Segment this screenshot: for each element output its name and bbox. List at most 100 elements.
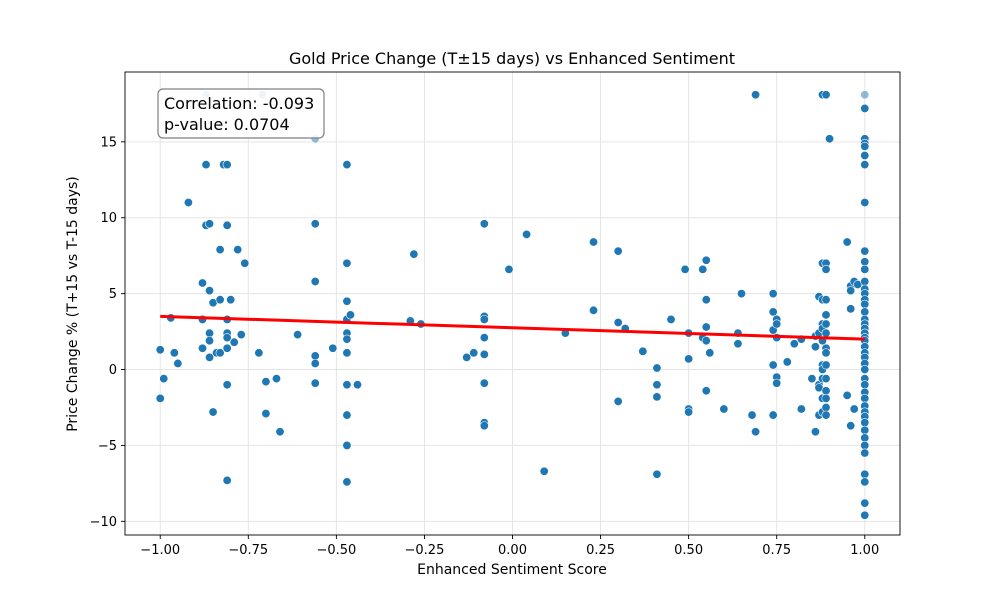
y-axis-ticks: −10 −5 0 5 10 15 (90, 135, 125, 530)
data-point (860, 160, 870, 170)
y-tick-label: 5 (109, 287, 117, 302)
data-point (810, 427, 820, 437)
data-point (701, 386, 711, 396)
x-tick-label: 1.00 (850, 543, 879, 558)
data-point (469, 348, 479, 358)
data-point (613, 246, 623, 256)
data-point (860, 257, 870, 267)
x-axis-ticks: −1.00 −0.75 −0.50 −0.25 0.00 0.25 0.50 0.75 1.00 (140, 535, 879, 558)
data-point (229, 337, 239, 347)
data-point (222, 343, 232, 353)
data-point (222, 333, 232, 343)
data-point (860, 264, 870, 274)
data-point (205, 286, 215, 296)
data-point (860, 198, 870, 208)
data-point (705, 348, 715, 358)
data-point (821, 90, 831, 100)
data-point (772, 319, 782, 329)
data-point (860, 246, 870, 256)
data-point (782, 357, 792, 367)
data-point (652, 392, 662, 402)
data-point (821, 310, 831, 320)
data-point (479, 421, 489, 431)
data-point (275, 427, 285, 437)
data-point (352, 380, 362, 390)
data-point (342, 440, 352, 450)
scatter-points (155, 90, 870, 520)
data-point (201, 160, 211, 170)
data-point (860, 299, 870, 309)
data-point (254, 348, 264, 358)
data-point (821, 393, 831, 403)
data-point (479, 349, 489, 359)
data-point (701, 322, 711, 332)
data-point (860, 150, 870, 160)
regression-line-group (160, 314, 865, 341)
data-point (821, 374, 831, 384)
data-point (860, 141, 870, 151)
data-point (821, 264, 831, 274)
data-point (751, 90, 761, 100)
data-point (796, 404, 806, 414)
data-point (504, 264, 514, 274)
data-point (222, 380, 232, 390)
data-point (701, 255, 711, 265)
y-tick-label: −5 (98, 439, 117, 454)
data-point (860, 425, 870, 435)
x-tick-label: 0.25 (586, 543, 615, 558)
data-point (589, 237, 599, 247)
data-point (155, 345, 165, 355)
data-point (342, 380, 352, 390)
data-point (860, 307, 870, 317)
data-point (222, 160, 232, 170)
x-axis-label: Enhanced Sentiment Score (417, 562, 607, 578)
data-point (733, 339, 743, 349)
data-point (342, 334, 352, 344)
data-point (684, 407, 694, 417)
data-point (747, 410, 757, 420)
data-point (860, 433, 870, 443)
x-tick-label: −0.75 (228, 543, 268, 558)
data-point (310, 351, 320, 361)
y-tick-label: 10 (100, 211, 117, 226)
data-point (236, 330, 246, 340)
data-point (240, 258, 250, 268)
data-point (345, 310, 355, 320)
data-point (768, 360, 778, 370)
data-point (215, 348, 225, 358)
data-point (860, 393, 870, 403)
data-point (205, 352, 215, 362)
data-point (860, 510, 870, 520)
data-point (208, 407, 218, 417)
data-point (222, 475, 232, 485)
data-point (751, 427, 761, 437)
y-axis-label: Price Change % (T+15 vs T-15 days) (65, 176, 81, 432)
data-point (539, 466, 549, 476)
data-point (821, 402, 831, 412)
data-point (342, 410, 352, 420)
data-point (233, 245, 243, 255)
data-point (169, 348, 179, 358)
data-point (652, 380, 662, 390)
data-point (821, 386, 831, 396)
chart-title: Gold Price Change (T±15 days) vs Enhance… (289, 49, 735, 68)
data-point (860, 418, 870, 428)
data-point (736, 289, 746, 299)
data-point (821, 319, 831, 329)
data-point (860, 103, 870, 113)
data-point (701, 295, 711, 305)
annotation-box (157, 88, 325, 139)
data-point (613, 396, 623, 406)
data-point (821, 348, 831, 358)
data-point (772, 378, 782, 388)
x-tick-label: −0.25 (405, 543, 445, 558)
data-point (155, 393, 165, 403)
data-point (328, 343, 338, 353)
data-point (226, 295, 236, 305)
regression-line (160, 314, 865, 341)
data-point (860, 498, 870, 508)
y-tick-label: 0 (109, 363, 117, 378)
data-point (222, 220, 232, 230)
data-point (860, 440, 870, 450)
